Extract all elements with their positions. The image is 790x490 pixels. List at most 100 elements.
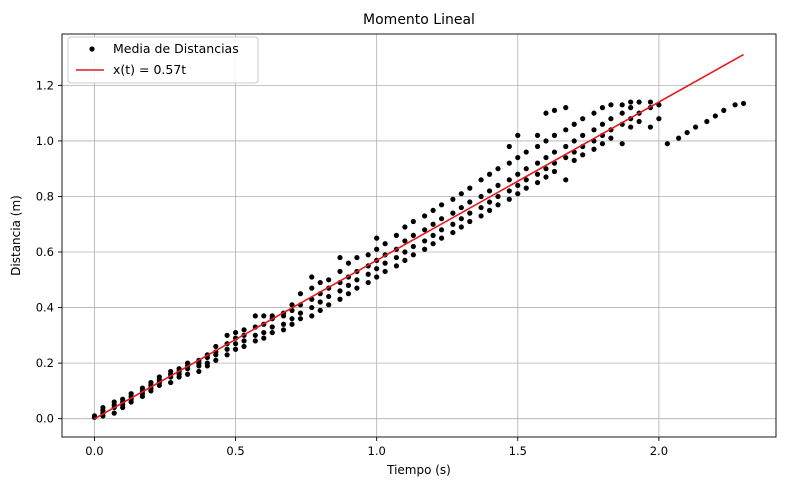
data-point [571,157,577,163]
data-point [241,343,247,350]
data-point [515,191,521,197]
data-point [241,327,247,333]
data-point [354,285,360,291]
data-point [204,360,210,366]
data-point [261,335,267,341]
data-point [704,118,710,125]
data-point [467,199,473,205]
data-point [656,116,662,122]
data-point [100,404,106,411]
data-point [664,141,670,147]
data-point [128,391,134,397]
x-tick-label: 1.0 [368,444,386,458]
data-point [374,266,380,272]
data-point [534,143,541,150]
data-point [591,110,597,116]
data-point [478,213,484,219]
data-point [506,143,512,150]
data-point [213,343,219,350]
data-point [410,243,416,250]
data-point [580,152,586,158]
data-point [619,141,625,147]
data-point [309,304,315,311]
data-point [676,135,682,141]
data-point [402,238,408,244]
data-point [450,210,456,216]
data-point [543,138,549,144]
data-point [261,313,267,319]
data-point [636,118,642,125]
data-point [337,254,343,261]
data-point [523,149,529,155]
data-point [168,379,174,386]
data-point [599,121,606,127]
data-point [438,235,445,241]
grid [62,34,776,437]
data-point [450,229,456,236]
data-point [280,321,287,327]
data-point [297,291,304,297]
data-point [523,166,529,172]
data-point [337,268,343,275]
legend: Media de Distancias x(t) = 0.57t [67,36,259,84]
data-point [289,321,295,327]
data-point [563,154,569,161]
data-point [317,299,323,305]
data-point [261,329,267,336]
data-point [430,232,436,238]
data-point [382,260,388,266]
data-point [422,213,428,219]
x-axis-label: Tiempo (s) [386,463,451,477]
data-point [374,246,380,252]
data-point [478,177,484,183]
data-point [410,252,416,258]
data-point [458,204,464,211]
data-point [297,316,304,322]
y-tick-label: 0.2 [36,356,54,370]
data-point [326,277,332,283]
data-point [232,346,239,352]
data-point [534,179,541,186]
data-point [382,241,388,247]
data-point [628,124,634,130]
data-point [534,132,541,138]
data-point [224,346,230,352]
data-point [506,160,512,166]
data-point [515,154,521,161]
legend-marker-scatter [89,46,95,52]
data-point [111,399,117,405]
data-point [410,232,416,238]
data-point [213,357,219,363]
y-tick-label: 0.4 [36,301,54,315]
data-point [410,218,416,225]
data-point [430,207,436,213]
data-point [354,254,360,261]
data-point [534,160,541,166]
data-point [458,224,464,230]
x-tick-label: 0.0 [85,444,103,458]
data-point [608,116,614,122]
data-point [458,191,464,197]
data-point [111,410,117,416]
y-axis-label: Distancia (m) [9,195,23,276]
data-point [345,282,352,288]
data-point [120,396,126,402]
data-point [269,324,275,330]
y-tick-label: 1.2 [36,78,54,92]
data-point [551,132,558,138]
data-point [506,177,512,183]
data-point [599,141,606,147]
data-point [619,102,625,108]
data-point [289,302,295,308]
data-point [591,127,597,133]
data-point [515,132,521,138]
data-point [580,116,586,122]
data-point [280,327,287,333]
y-tick-label: 0.0 [36,412,54,426]
data-point [224,352,230,358]
data-point [337,296,343,302]
data-point [317,279,323,286]
data-point [467,185,473,191]
legend-label-line: x(t) = 0.57t [113,62,186,77]
data-point [374,274,380,280]
